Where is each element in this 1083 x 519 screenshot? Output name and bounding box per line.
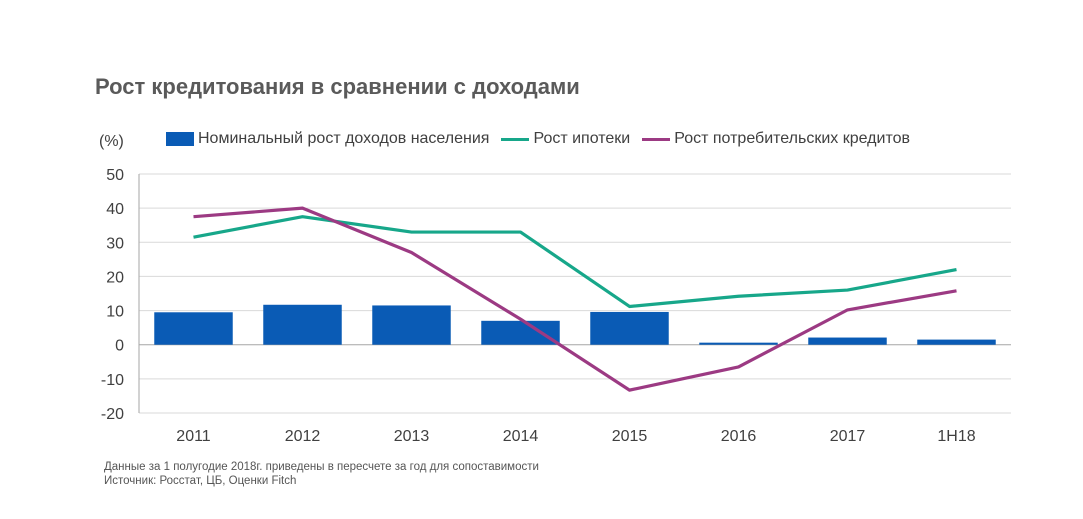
bar-income xyxy=(917,339,996,345)
bar-income xyxy=(372,305,451,345)
x-tick-label: 2013 xyxy=(394,428,430,445)
legend-item-consumer: Рост потребительских кредитов xyxy=(642,130,910,148)
bar-income xyxy=(808,337,887,345)
y-tick-label: 10 xyxy=(106,304,124,321)
line-consumer xyxy=(193,206,957,392)
bar-income xyxy=(154,312,233,345)
x-tick-label: 2015 xyxy=(612,428,648,445)
source-note: Источник: Росстат, ЦБ, Оценки Fitch xyxy=(104,475,297,487)
legend-swatch-mortgage xyxy=(501,137,530,141)
legend-swatch-income xyxy=(166,132,194,146)
bar-income xyxy=(481,320,560,345)
x-tick-label: 2012 xyxy=(285,428,321,445)
x-tick-label: 2016 xyxy=(721,428,757,445)
y-tick-label: 0 xyxy=(115,338,124,355)
line-mortgage xyxy=(193,215,957,309)
y-tick-label: 50 xyxy=(106,167,124,184)
chart-title: Рост кредитования в сравнении с доходами xyxy=(95,74,580,99)
x-tick-label: 2017 xyxy=(830,428,866,445)
legend-label-mortgage: Рост ипотеки xyxy=(533,130,631,147)
legend-item-mortgage: Рост ипотеки xyxy=(501,130,630,148)
y-tick-label: 20 xyxy=(106,269,124,286)
bar-income xyxy=(590,311,669,345)
x-tick-label: 2011 xyxy=(176,428,211,445)
legend-label-consumer: Рост потребительских кредитов xyxy=(674,130,910,147)
chart-legend: Номинальный рост доходов населения Рост … xyxy=(166,130,922,148)
bar-income xyxy=(699,342,778,345)
y-tick-label: -20 xyxy=(101,406,124,423)
y-tick-label: 30 xyxy=(106,235,124,252)
legend-label-income: Номинальный рост доходов населения xyxy=(198,130,490,147)
x-tick-label: 1H18 xyxy=(937,428,975,445)
footnote: Данные за 1 полугодие 2018г. приведены в… xyxy=(104,461,539,473)
y-tick-label: 40 xyxy=(106,201,124,218)
y-axis-unit-label: (%) xyxy=(99,133,124,150)
y-tick-label: -10 xyxy=(101,372,124,389)
bar-income xyxy=(263,304,342,345)
x-tick-label: 2014 xyxy=(503,428,539,445)
legend-swatch-consumer xyxy=(642,137,671,141)
legend-item-income: Номинальный рост доходов населения xyxy=(166,130,489,148)
